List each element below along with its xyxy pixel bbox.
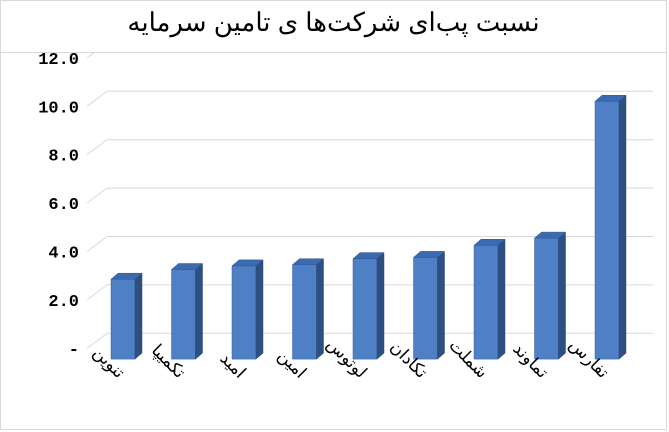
svg-text:12.0: 12.0	[38, 53, 79, 70]
svg-text:8.0: 8.0	[48, 148, 79, 167]
svg-text:-: -	[69, 341, 79, 360]
svg-text:10.0: 10.0	[38, 99, 79, 118]
svg-text:2.0: 2.0	[48, 293, 79, 312]
svg-text:6.0: 6.0	[48, 196, 79, 215]
svg-text:4.0: 4.0	[48, 245, 79, 264]
